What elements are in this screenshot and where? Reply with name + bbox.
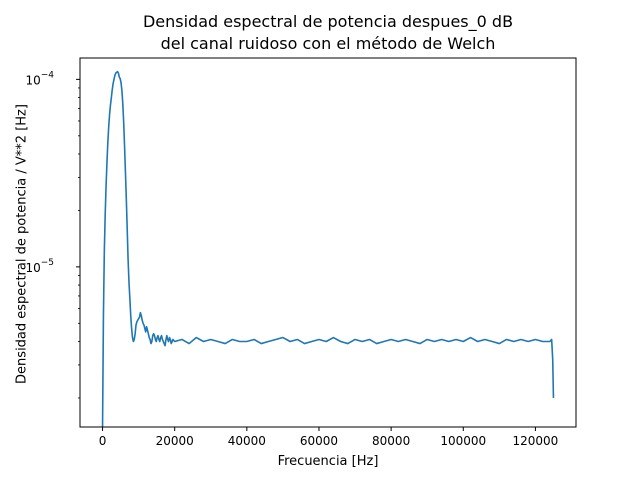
x-tick-label: 40000 — [228, 434, 266, 448]
x-tick-label: 100000 — [440, 434, 486, 448]
chart-subtitle: del canal ruidoso con el método de Welch — [160, 34, 496, 53]
series-layer — [101, 70, 555, 428]
tick-layer: 0 20000 40000 60000 80000 100000 120000 10−5 10−… — [25, 70, 558, 448]
x-tick-label: 80000 — [372, 434, 410, 448]
series-line — [101, 70, 555, 428]
x-tick-label: 20000 — [156, 434, 194, 448]
x-tick-label: 0 — [99, 434, 107, 448]
x-tick-label: 60000 — [300, 434, 338, 448]
y-axis-label: Densidad espectral de potencia / V**2 [H… — [14, 104, 30, 384]
chart-title: Densidad espectral de potencia despues_0… — [142, 12, 514, 31]
y-tick-label: 10−5 — [25, 258, 54, 275]
axes-frame — [79, 57, 577, 428]
y-tick-label: 10−4 — [25, 70, 54, 87]
x-axis-label: Frecuencia [Hz] — [277, 454, 379, 469]
x-tick-label: 120000 — [513, 434, 559, 448]
